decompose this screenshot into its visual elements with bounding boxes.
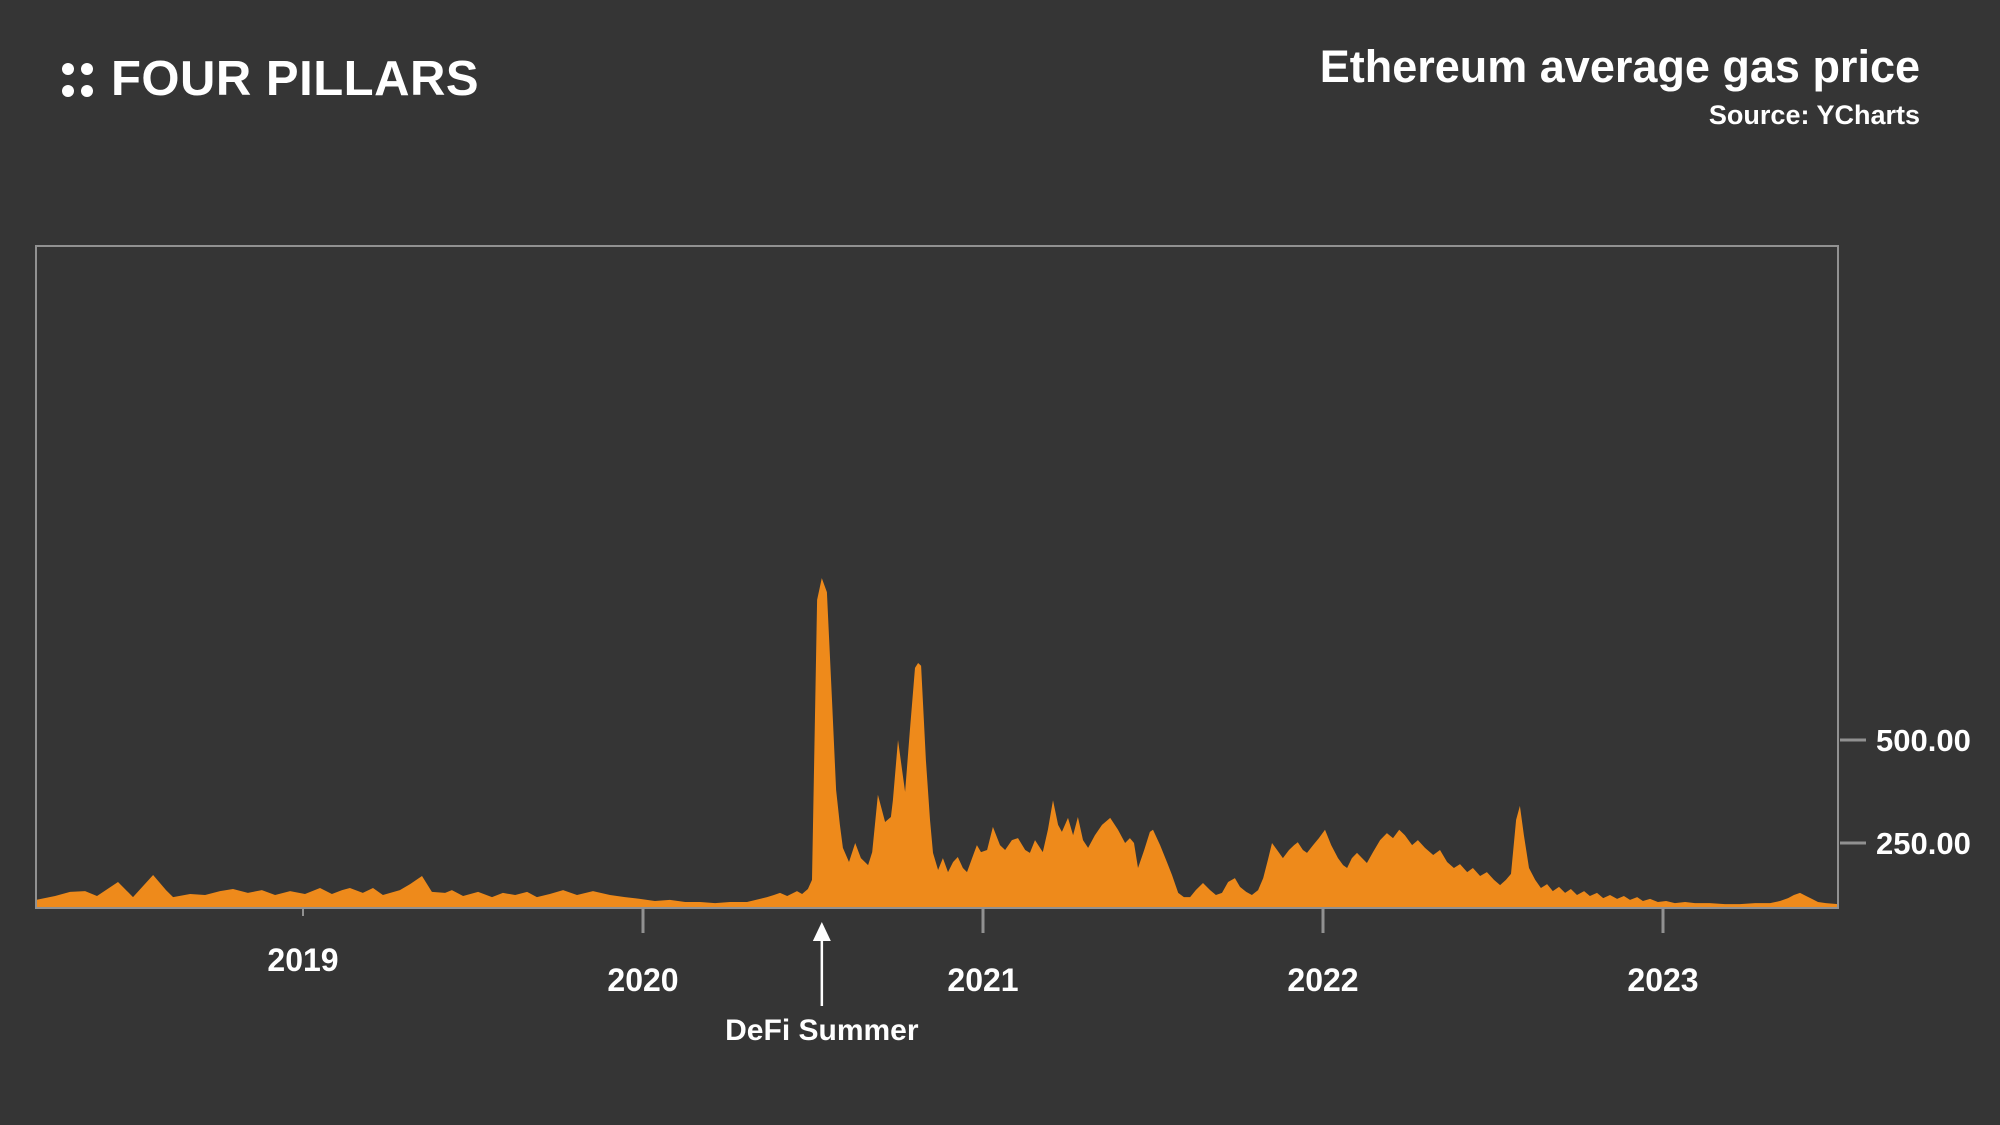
- x-tick-label-2020: 2020: [607, 962, 678, 998]
- y-axis: 500.00 250.00: [1840, 723, 1971, 861]
- y-tick-label-500: 500.00: [1876, 723, 1971, 758]
- plot-frame: [35, 245, 1839, 909]
- gas-price-area: [36, 578, 1838, 908]
- chart-source: Source: YCharts: [1708, 100, 1920, 130]
- x-axis: 2019 2020 2021 2022 2023: [267, 908, 1699, 998]
- x-tick-label-2022: 2022: [1287, 962, 1358, 998]
- x-tick-label-2021: 2021: [947, 962, 1018, 998]
- defi-summer-annotation: DeFi Summer: [725, 922, 919, 1047]
- four-dots-icon: [62, 62, 93, 97]
- logo-text: FOUR PILLARS: [111, 52, 480, 106]
- four-pillars-logo: FOUR PILLARS: [62, 55, 479, 104]
- x-tick-label-2023: 2023: [1627, 962, 1698, 998]
- annotation-arrow-head: [812, 922, 831, 941]
- y-tick-label-250: 250.00: [1876, 826, 1971, 861]
- x-tick-label-2019: 2019: [267, 942, 338, 978]
- chart-title: Ethereum average gas price: [1319, 41, 1920, 92]
- annotation-label: DeFi Summer: [725, 1014, 919, 1047]
